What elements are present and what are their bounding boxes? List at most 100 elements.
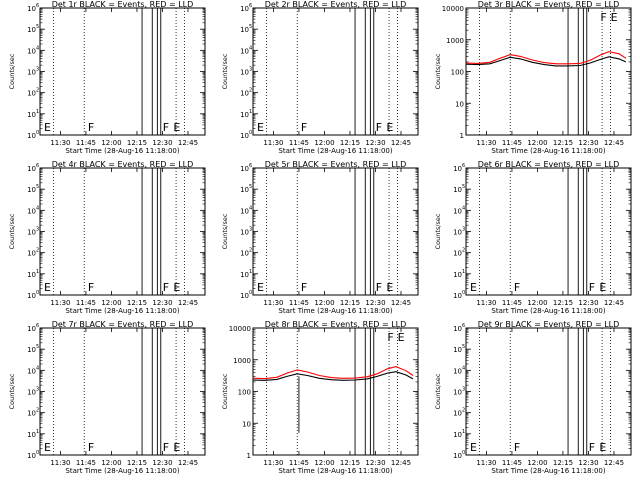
segment-marker: F xyxy=(163,441,169,454)
x-tick-label: 12:15 xyxy=(340,139,360,147)
segment-marker: F xyxy=(600,11,606,24)
y-tick-label: 10 xyxy=(240,111,249,119)
x-tick-label: 11:30 xyxy=(476,139,496,147)
x-tick-label: 12:45 xyxy=(178,459,198,467)
y-tick-exponent: 4 xyxy=(249,45,252,51)
series-line-lld xyxy=(252,366,414,380)
y-tick-label: 10 xyxy=(453,431,462,439)
y-tick-exponent: 6 xyxy=(36,323,39,329)
x-tick-label: 12:30 xyxy=(365,459,385,467)
x-tick-label: 12:30 xyxy=(152,459,172,467)
segment-marker: E xyxy=(44,441,51,454)
x-axis-label: Start Time (28-Aug-16 11:18:00) xyxy=(278,147,392,155)
x-tick-label: 12:15 xyxy=(127,299,147,307)
y-tick-exponent: 2 xyxy=(36,248,39,254)
segment-marker: E xyxy=(386,281,393,294)
plot-frame xyxy=(39,327,206,456)
panel-det-6: Det 6r BLACK = Events, RED = LLD 11:30 11:… xyxy=(434,160,632,315)
y-tick-label: 10 xyxy=(453,292,462,300)
segment-marker: E xyxy=(173,441,180,454)
segment-marker: E xyxy=(386,121,393,134)
y-tick-exponent: 1 xyxy=(36,109,39,115)
y-tick-exponent: 2 xyxy=(36,408,39,414)
y-tick-exponent: 3 xyxy=(36,67,39,73)
series-line-events xyxy=(465,56,627,67)
y-tick-exponent: 4 xyxy=(36,205,39,211)
y-tick-exponent: 1 xyxy=(249,109,252,115)
y-tick-label: 10 xyxy=(453,346,462,354)
panel-det-5: Det 5r BLACK = Events, RED = LLD 11:30 11:… xyxy=(221,160,419,315)
x-tick-label: 11:30 xyxy=(476,299,496,307)
x-tick-label: 12:45 xyxy=(178,299,198,307)
y-tick-exponent: 6 xyxy=(462,163,465,169)
y-tick-label: 1000 xyxy=(233,357,251,365)
x-tick-label: 12:30 xyxy=(152,299,172,307)
y-tick-exponent: 2 xyxy=(36,88,39,94)
x-tick-label: 12:00 xyxy=(527,299,547,307)
y-tick-label: 10 xyxy=(27,292,36,300)
y-tick-exponent: 0 xyxy=(36,130,39,136)
y-tick-exponent: 2 xyxy=(462,408,465,414)
y-tick-label: 10 xyxy=(453,325,462,333)
plot-frame xyxy=(465,327,632,456)
x-tick-label: 12:15 xyxy=(553,139,573,147)
x-axis-label: Start Time (28-Aug-16 11:18:00) xyxy=(278,307,392,315)
plot-frame xyxy=(465,7,632,136)
x-axis-label: Start Time (28-Aug-16 11:18:00) xyxy=(491,467,605,475)
segment-marker: E xyxy=(257,121,264,134)
y-tick-label: 10 xyxy=(27,367,36,375)
y-axis-label: Counts/sec xyxy=(434,373,442,409)
x-tick-label: 11:45 xyxy=(502,139,522,147)
y-tick-label: 10 xyxy=(453,410,462,418)
y-axis-label: Counts/sec xyxy=(221,213,229,249)
y-tick-label: 100 xyxy=(451,69,464,77)
x-tick-label: 12:45 xyxy=(391,459,411,467)
x-tick-label: 11:30 xyxy=(263,299,283,307)
y-tick-label: 10 xyxy=(27,90,36,98)
y-tick-exponent: 3 xyxy=(36,387,39,393)
y-tick-exponent: 0 xyxy=(249,130,252,136)
panel-title: Det 3r BLACK = Events, RED = LLD xyxy=(478,0,620,9)
x-tick-label: 11:30 xyxy=(50,299,70,307)
x-tick-label: 12:00 xyxy=(101,139,121,147)
x-tick-label: 12:30 xyxy=(365,299,385,307)
y-tick-label: 10 xyxy=(240,207,249,215)
panel-det-3: Det 3r BLACK = Events, RED = LLD 11:30 11:… xyxy=(434,0,632,155)
x-tick-label: 12:15 xyxy=(340,299,360,307)
x-tick-label: 12:00 xyxy=(101,299,121,307)
y-tick-exponent: 6 xyxy=(462,323,465,329)
segment-marker: E xyxy=(599,441,606,454)
y-tick-exponent: 6 xyxy=(249,3,252,9)
y-tick-label: 10 xyxy=(27,410,36,418)
segment-marker: E xyxy=(470,441,477,454)
x-tick-label: 11:45 xyxy=(289,459,309,467)
y-tick-exponent: 4 xyxy=(462,205,465,211)
y-tick-exponent: 6 xyxy=(249,163,252,169)
y-tick-label: 10 xyxy=(240,47,249,55)
y-tick-label: 10 xyxy=(27,452,36,460)
y-tick-label: 10 xyxy=(27,186,36,194)
y-tick-label: 10 xyxy=(455,100,464,108)
x-tick-label: 12:00 xyxy=(527,139,547,147)
y-tick-exponent: 5 xyxy=(36,24,39,30)
y-tick-label: 10 xyxy=(240,250,249,258)
x-tick-label: 11:45 xyxy=(76,139,96,147)
y-tick-exponent: 0 xyxy=(462,290,465,296)
segment-marker: F xyxy=(301,281,307,294)
x-tick-label: 12:30 xyxy=(365,139,385,147)
y-tick-label: 10 xyxy=(27,111,36,119)
y-tick-label: 10 xyxy=(240,186,249,194)
panel-title: Det 1r BLACK = Events, RED = LLD xyxy=(52,0,194,9)
x-tick-label: 11:45 xyxy=(289,299,309,307)
y-tick-exponent: 2 xyxy=(249,88,252,94)
y-tick-label: 10 xyxy=(453,207,462,215)
x-tick-label: 12:45 xyxy=(178,139,198,147)
panel-title: Det 7r BLACK = Events, RED = LLD xyxy=(52,320,194,329)
y-tick-exponent: 3 xyxy=(462,227,465,233)
y-tick-exponent: 0 xyxy=(462,450,465,456)
panel-det-2: Det 2r BLACK = Events, RED = LLD 11:30 11:… xyxy=(221,0,419,155)
segment-marker: F xyxy=(88,441,94,454)
x-tick-label: 12:00 xyxy=(314,139,334,147)
x-tick-label: 12:45 xyxy=(604,299,624,307)
y-tick-exponent: 5 xyxy=(249,184,252,190)
